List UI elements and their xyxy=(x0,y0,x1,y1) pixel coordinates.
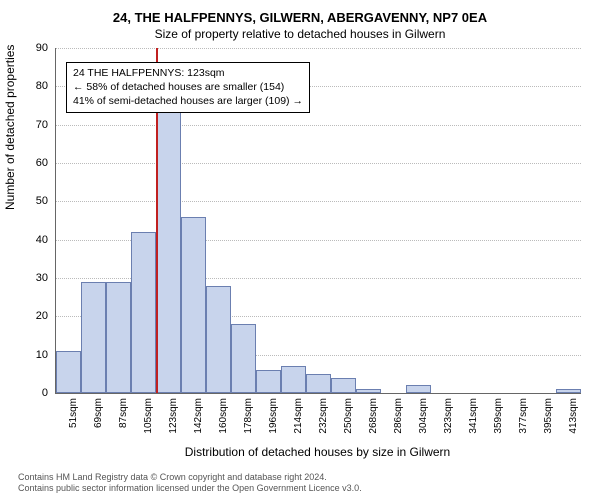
y-tick-label: 40 xyxy=(8,234,48,246)
x-tick-label: 178sqm xyxy=(243,398,254,444)
bar xyxy=(556,389,581,393)
bar xyxy=(56,351,81,393)
chart-title: 24, THE HALFPENNYS, GILWERN, ABERGAVENNY… xyxy=(0,10,600,25)
x-tick-label: 377sqm xyxy=(518,398,529,444)
y-tick-label: 0 xyxy=(8,387,48,399)
x-tick-label: 413sqm xyxy=(568,398,579,444)
y-tick-label: 30 xyxy=(8,272,48,284)
x-tick-label: 123sqm xyxy=(168,398,179,444)
bar xyxy=(306,374,331,393)
bar xyxy=(281,366,306,393)
bar xyxy=(331,378,356,393)
x-tick-label: 232sqm xyxy=(318,398,329,444)
y-tick-label: 50 xyxy=(8,195,48,207)
annotation-line: 41% of semi-detached houses are larger (… xyxy=(73,94,303,108)
bar xyxy=(106,282,131,393)
y-tick-label: 90 xyxy=(8,42,48,54)
x-tick-label: 304sqm xyxy=(418,398,429,444)
chart-container: 24, THE HALFPENNYS, GILWERN, ABERGAVENNY… xyxy=(0,0,600,500)
x-tick-label: 250sqm xyxy=(343,398,354,444)
y-tick-label: 70 xyxy=(8,119,48,131)
x-tick-label: 359sqm xyxy=(493,398,504,444)
gridline xyxy=(56,163,581,164)
annotation-line: ← 58% of detached houses are smaller (15… xyxy=(73,80,303,94)
x-tick-label: 323sqm xyxy=(443,398,454,444)
chart-subtitle: Size of property relative to detached ho… xyxy=(0,27,600,41)
bar xyxy=(181,217,206,393)
y-tick-label: 10 xyxy=(8,349,48,361)
x-tick-label: 69sqm xyxy=(93,398,104,444)
bar xyxy=(356,389,381,393)
x-tick-label: 268sqm xyxy=(368,398,379,444)
credits: Contains HM Land Registry data © Crown c… xyxy=(18,472,362,495)
annotation-line: 24 THE HALFPENNYS: 123sqm xyxy=(73,66,303,80)
x-axis-label: Distribution of detached houses by size … xyxy=(55,445,580,459)
x-tick-label: 196sqm xyxy=(268,398,279,444)
gridline xyxy=(56,201,581,202)
bar xyxy=(81,282,106,393)
x-tick-label: 142sqm xyxy=(193,398,204,444)
annotation-box: 24 THE HALFPENNYS: 123sqm ← 58% of detac… xyxy=(66,62,310,113)
gridline xyxy=(56,125,581,126)
x-tick-label: 160sqm xyxy=(218,398,229,444)
bar xyxy=(406,385,431,393)
y-tick-label: 80 xyxy=(8,80,48,92)
gridline xyxy=(56,48,581,49)
credits-line: Contains public sector information licen… xyxy=(18,483,362,494)
bar xyxy=(156,86,181,393)
x-tick-label: 286sqm xyxy=(393,398,404,444)
y-tick-label: 20 xyxy=(8,310,48,322)
x-tick-label: 51sqm xyxy=(68,398,79,444)
credits-line: Contains HM Land Registry data © Crown c… xyxy=(18,472,362,483)
x-tick-label: 214sqm xyxy=(293,398,304,444)
y-tick-label: 60 xyxy=(8,157,48,169)
bar xyxy=(206,286,231,393)
x-tick-label: 87sqm xyxy=(118,398,129,444)
bar xyxy=(256,370,281,393)
x-tick-label: 341sqm xyxy=(468,398,479,444)
bar xyxy=(231,324,256,393)
x-tick-label: 395sqm xyxy=(543,398,554,444)
bar xyxy=(131,232,156,393)
x-tick-label: 105sqm xyxy=(143,398,154,444)
